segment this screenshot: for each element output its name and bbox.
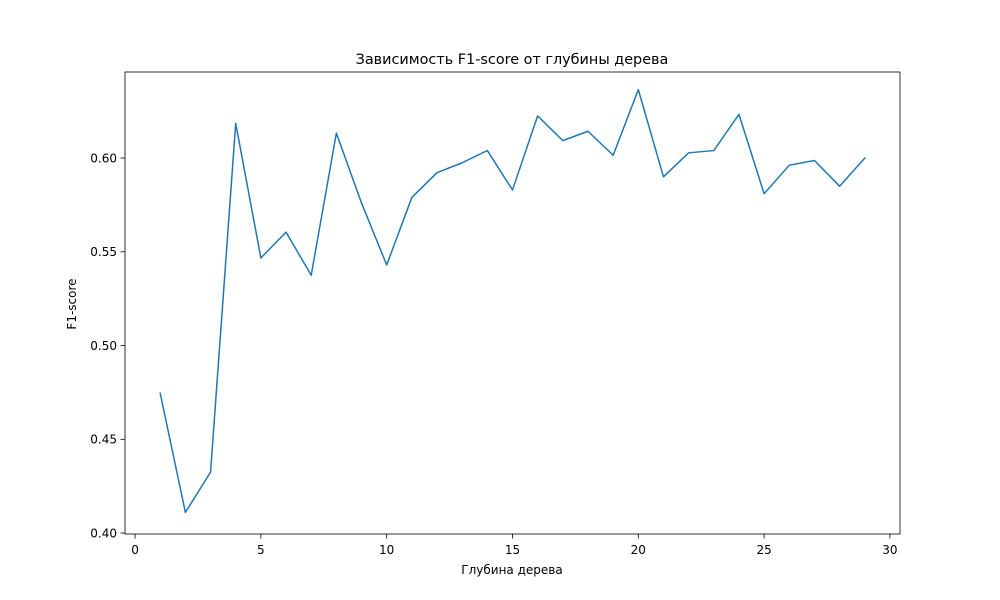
series-line-0	[159, 88, 866, 514]
x-tick-label: 0	[131, 543, 139, 557]
y-tick-label: 0.50	[90, 339, 117, 353]
x-tick-label: 15	[505, 543, 520, 557]
x-tick-label: 20	[631, 543, 646, 557]
plot-area: 0 5 10 15 20 25 30 0.40 0.45 0.50 0.55 0.60	[90, 71, 901, 557]
y-tick-label: 0.45	[90, 433, 117, 447]
y-tick-label: 0.60	[90, 151, 117, 165]
x-tick-label: 10	[379, 543, 394, 557]
chart-title: Зависимость F1-score от глубины дерева	[356, 52, 669, 68]
x-tick-label: 30	[882, 543, 897, 557]
y-axis-title: F1-score	[65, 278, 79, 329]
y-tick-label: 0.40	[90, 526, 117, 540]
x-tick-label: 25	[756, 543, 771, 557]
x-tick-label: 5	[257, 543, 265, 557]
x-axis-title: Глубина дерева	[461, 563, 562, 577]
y-tick-label: 0.55	[90, 245, 117, 259]
